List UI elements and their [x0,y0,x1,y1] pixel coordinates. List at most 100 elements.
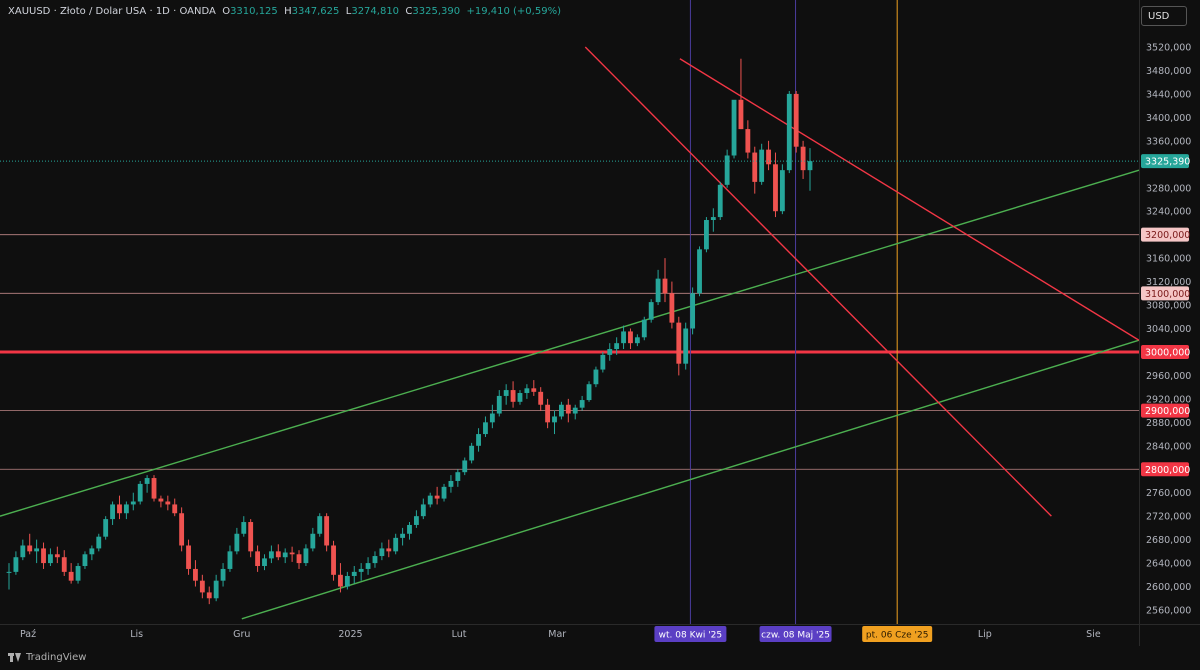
y-tick-label: 2960,000 [1146,371,1191,382]
candle-body [344,575,350,587]
candle-body [289,552,295,555]
level-badge [1141,403,1189,418]
level-badge-label: 2800,000 [1145,465,1190,476]
currency-button[interactable]: USD [1141,6,1187,26]
level-badge [1141,227,1189,242]
candle-body [275,551,281,558]
symbol-header: XAUUSD · Złoto / Dolar USA · 1D · OANDA … [8,6,561,17]
candle-body [407,524,412,534]
level-badge-label: 2900,000 [1145,406,1190,417]
x-tick-label: 2025 [338,629,362,640]
candle-body [793,93,799,147]
candle-body [61,557,67,572]
candle-body [303,548,309,564]
candle-body [448,480,454,487]
candle-body [13,557,19,572]
candle-body [565,404,571,414]
candle-body [338,574,343,587]
y-tick-label: 3520,000 [1146,43,1191,54]
candle-body [503,390,509,396]
candle-body [158,498,164,502]
x-tick-label: Lut [452,629,467,640]
candle-body [379,548,385,557]
candle-body [704,220,709,250]
candle-body [759,149,765,182]
last-price-badge [1141,154,1189,169]
candle-body [524,388,530,394]
candle-body [144,478,150,484]
candle-body [6,571,12,573]
candle-body [614,343,620,350]
y-tick-label: 3120,000 [1146,277,1191,288]
y-tick-label: 3400,000 [1146,113,1191,124]
brand-name: TradingView [26,652,87,663]
x-tick-label: Lis [130,629,143,640]
change-value: +19,410 (+0,59%) [466,6,561,17]
candle-body [110,504,115,520]
candle-body [710,217,716,221]
y-tick-label: 3160,000 [1146,254,1191,265]
candle-body [745,129,751,153]
x-tick-label: Lip [978,629,992,640]
y-tick-label: 3240,000 [1146,207,1191,218]
level-badge-label: 3200,000 [1145,230,1190,241]
candle-body [317,516,323,534]
y-tick-label: 3280,000 [1146,183,1191,194]
candle-body [752,152,758,182]
open-value: 3310,125 [230,6,278,17]
candle-body [434,495,440,499]
candle-body [676,322,682,364]
high-label: H [284,6,292,17]
date-marker-label: pt. 06 Cze '25 [866,631,929,641]
candle-body [324,516,330,546]
y-tick-label: 3360,000 [1146,136,1191,147]
candle-body [766,149,771,165]
candle-body [420,504,426,517]
candle-body [731,99,737,156]
time-axis-divider [0,624,1200,625]
candle-body [34,548,40,552]
low-label: L [345,6,352,17]
level-badge [1141,462,1189,477]
candle-body [234,533,240,552]
symbol[interactable]: XAUUSD [8,6,51,17]
candle-body [96,536,102,549]
candle-body [262,558,267,567]
high-value: 3347,625 [291,6,340,17]
candle-body [648,302,654,320]
candle-body [621,331,626,344]
candle-body [455,472,461,481]
candle-body [172,504,178,514]
candle-body [641,319,647,338]
candle-body [351,571,357,576]
candle-body [400,533,406,538]
interval[interactable]: 1D [155,6,170,17]
candle-body [600,354,606,370]
candle-body [517,393,523,402]
x-tick-label: Paź [20,629,36,640]
candle-body [579,400,585,408]
red-trendline [584,46,1052,517]
candle-body [241,522,247,534]
footer-brand[interactable]: TradingView [8,652,86,663]
candle-body [206,592,212,599]
candle-body [683,328,689,364]
candle-body [358,568,364,572]
candle-body [372,556,378,564]
candle-body [393,537,399,552]
candle-body [510,390,516,402]
y-tick-label: 2560,000 [1146,606,1191,617]
candle-body [179,513,185,546]
close-label: C [405,6,413,17]
candle-body [365,563,371,569]
last-price-label: 3325,390 [1145,157,1190,168]
candle-body [386,548,392,552]
source: OANDA [179,6,216,17]
y-tick-label: 2920,000 [1146,394,1191,405]
candle-body [130,501,136,505]
candle-body [586,384,592,401]
candle-body [655,278,661,303]
candle-body [593,369,599,385]
